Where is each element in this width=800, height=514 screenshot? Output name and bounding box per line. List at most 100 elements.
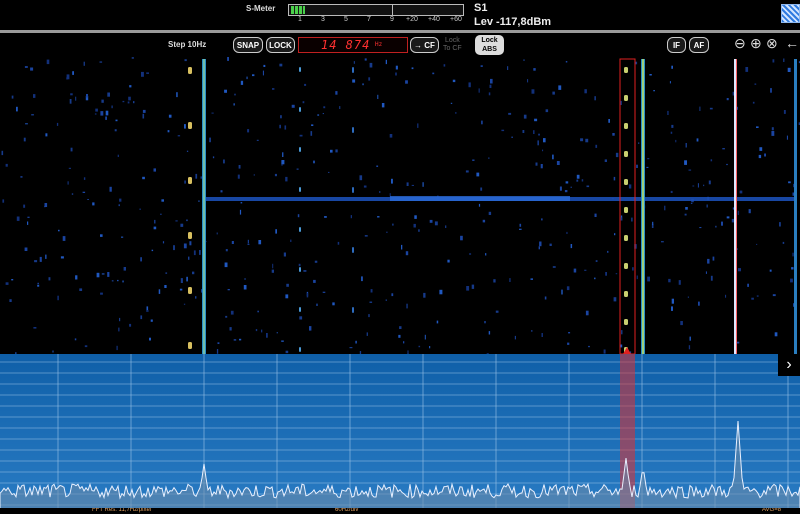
noise-dot xyxy=(266,333,268,338)
waterfall-display[interactable] xyxy=(0,57,800,354)
noise-dot xyxy=(615,152,619,158)
noise-dot xyxy=(154,219,156,224)
noise-dot xyxy=(389,193,391,197)
lock-button[interactable]: LOCK xyxy=(266,37,295,53)
noise-dot xyxy=(411,184,414,186)
zoom-reset-icon[interactable]: ⊗ xyxy=(766,35,778,51)
noise-dot xyxy=(240,80,244,85)
signal-dot xyxy=(624,123,628,129)
noise-dot xyxy=(604,159,607,162)
spectrum-canvas xyxy=(0,354,800,514)
noise-dot xyxy=(109,186,112,192)
snap-button[interactable]: SNAP xyxy=(233,37,263,53)
if-button[interactable]: IF xyxy=(667,37,686,53)
noise-dot xyxy=(646,166,649,168)
back-arrow-icon[interactable]: ← xyxy=(785,35,799,51)
noise-dot xyxy=(314,260,318,263)
noise-dot xyxy=(594,213,597,217)
noise-dot xyxy=(33,327,37,329)
noise-dot xyxy=(688,169,692,171)
noise-dot xyxy=(23,204,26,208)
panel-toggle-icon[interactable] xyxy=(781,4,800,23)
noise-dot xyxy=(508,112,512,115)
to-cf-button[interactable]: → CF xyxy=(410,37,439,53)
smeter-tick: 5 xyxy=(344,16,348,23)
noise-dot xyxy=(605,272,607,276)
lock-to-cf-button[interactable]: Lock To CF xyxy=(443,37,462,53)
noise-dot xyxy=(620,344,623,348)
noise-dot xyxy=(56,122,59,126)
noise-dot xyxy=(485,253,487,256)
noise-dot xyxy=(538,133,540,136)
noise-dot xyxy=(552,91,555,95)
noise-dot xyxy=(549,243,552,246)
noise-dot xyxy=(101,273,105,275)
noise-dot xyxy=(476,172,480,177)
noise-dot xyxy=(193,250,196,256)
noise-dot xyxy=(153,168,156,172)
noise-dot xyxy=(200,176,203,179)
noise-dot xyxy=(405,80,408,84)
noise-dot xyxy=(490,78,493,84)
noise-dot xyxy=(561,289,563,295)
lock-abs-button[interactable]: Lock ABS xyxy=(475,35,504,55)
noise-dot xyxy=(167,130,170,133)
noise-dot xyxy=(379,191,381,193)
noise-dot xyxy=(52,350,54,353)
noise-dot xyxy=(238,165,241,169)
noise-dot xyxy=(296,168,299,170)
noise-dot xyxy=(198,200,200,202)
noise-dot xyxy=(726,98,729,101)
noise-dot xyxy=(332,302,335,306)
noise-dot xyxy=(68,167,71,169)
noise-dot xyxy=(370,289,373,293)
passband-marker[interactable] xyxy=(619,58,636,354)
noise-dot xyxy=(66,74,70,80)
frequency-display[interactable]: 14 874 Hz xyxy=(298,37,408,53)
noise-dot xyxy=(613,297,617,302)
noise-dot xyxy=(594,277,596,280)
af-button[interactable]: AF xyxy=(689,37,709,53)
noise-dot xyxy=(752,101,755,104)
noise-dot xyxy=(481,120,483,125)
noise-dot xyxy=(629,351,632,354)
noise-dot xyxy=(368,314,370,318)
noise-dot xyxy=(406,182,409,186)
noise-dot xyxy=(141,71,144,77)
s-value: S1 xyxy=(474,2,488,14)
noise-dot xyxy=(201,289,203,293)
noise-dot xyxy=(721,221,723,226)
noise-dot xyxy=(613,176,616,181)
noise-dot xyxy=(671,306,673,311)
noise-dot xyxy=(60,256,64,259)
noise-dot xyxy=(263,64,266,67)
zoom-in-icon[interactable]: ⊕ xyxy=(750,35,762,51)
noise-dot xyxy=(595,260,598,262)
noise-dot xyxy=(142,176,145,180)
spectrum-display[interactable]: › xyxy=(0,354,800,514)
carrier-line xyxy=(794,59,797,354)
noise-dot xyxy=(285,350,289,354)
noise-dot xyxy=(115,119,118,122)
noise-dot xyxy=(101,99,104,103)
noise-dot xyxy=(261,329,263,333)
noise-dot xyxy=(337,241,340,245)
noise-dot xyxy=(395,72,397,76)
next-chevron-icon[interactable]: › xyxy=(778,354,800,376)
noise-dot xyxy=(530,278,533,280)
signal-dot xyxy=(299,267,301,272)
noise-dot xyxy=(771,131,775,136)
noise-dot xyxy=(684,160,687,165)
noise-dot xyxy=(83,177,86,180)
zoom-out-icon[interactable]: ⊖ xyxy=(734,35,746,51)
noise-dot xyxy=(722,148,725,150)
noise-dot xyxy=(150,319,153,322)
noise-dot xyxy=(558,85,562,90)
noise-dot xyxy=(74,338,77,341)
noise-dot xyxy=(631,217,633,222)
noise-dot xyxy=(67,181,69,185)
noise-dot xyxy=(756,243,758,245)
noise-dot xyxy=(129,85,132,88)
noise-dot xyxy=(783,58,785,62)
lock-to-cf-line1: Lock xyxy=(444,37,460,44)
